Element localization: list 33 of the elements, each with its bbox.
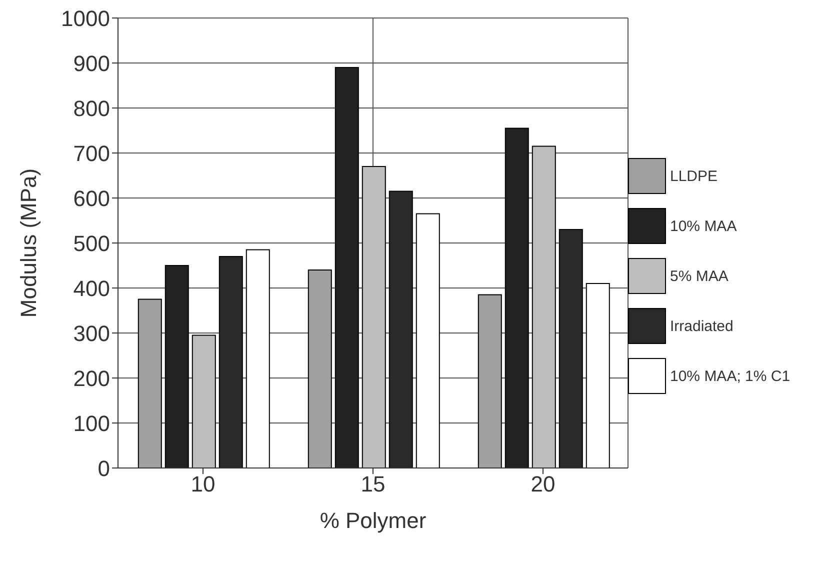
legend-label: 10% MAA; 1% C1 (670, 368, 790, 384)
legend-label: 5% MAA (670, 268, 728, 284)
bar (138, 298, 162, 468)
y-tick-label: 600 (73, 186, 110, 211)
legend-label: LLDPE (670, 168, 718, 184)
bar (308, 270, 332, 468)
y-tick-label: 200 (73, 366, 110, 391)
bar (334, 67, 359, 468)
y-tick-label: 900 (73, 50, 110, 76)
y-tick-label: 700 (73, 140, 110, 166)
bar (192, 334, 216, 468)
bar (246, 249, 270, 468)
y-tick-label: 300 (73, 320, 110, 346)
bar (416, 213, 440, 468)
y-tick-label: 0 (98, 456, 110, 481)
x-tick-label: 20 (530, 472, 556, 497)
x-axis-title: % Polymer (320, 508, 426, 533)
y-axis-title: Modulus (MPa) (16, 168, 41, 318)
legend-label: 10% MAA (670, 218, 737, 234)
bar (362, 166, 386, 468)
bar (164, 265, 189, 468)
x-tick-label: 15 (360, 472, 386, 497)
y-tick-label: 100 (73, 410, 110, 436)
x-tick-label: 10 (190, 472, 216, 497)
bar (532, 146, 556, 468)
bar (504, 128, 529, 468)
legend-label: Irradiated (670, 318, 734, 334)
y-tick-label: 800 (73, 96, 110, 121)
y-tick-label: 500 (73, 230, 110, 256)
y-tick-label: 400 (73, 276, 110, 301)
y-tick-label: 1000 (61, 6, 110, 31)
bar (478, 294, 502, 468)
bar (586, 283, 610, 468)
